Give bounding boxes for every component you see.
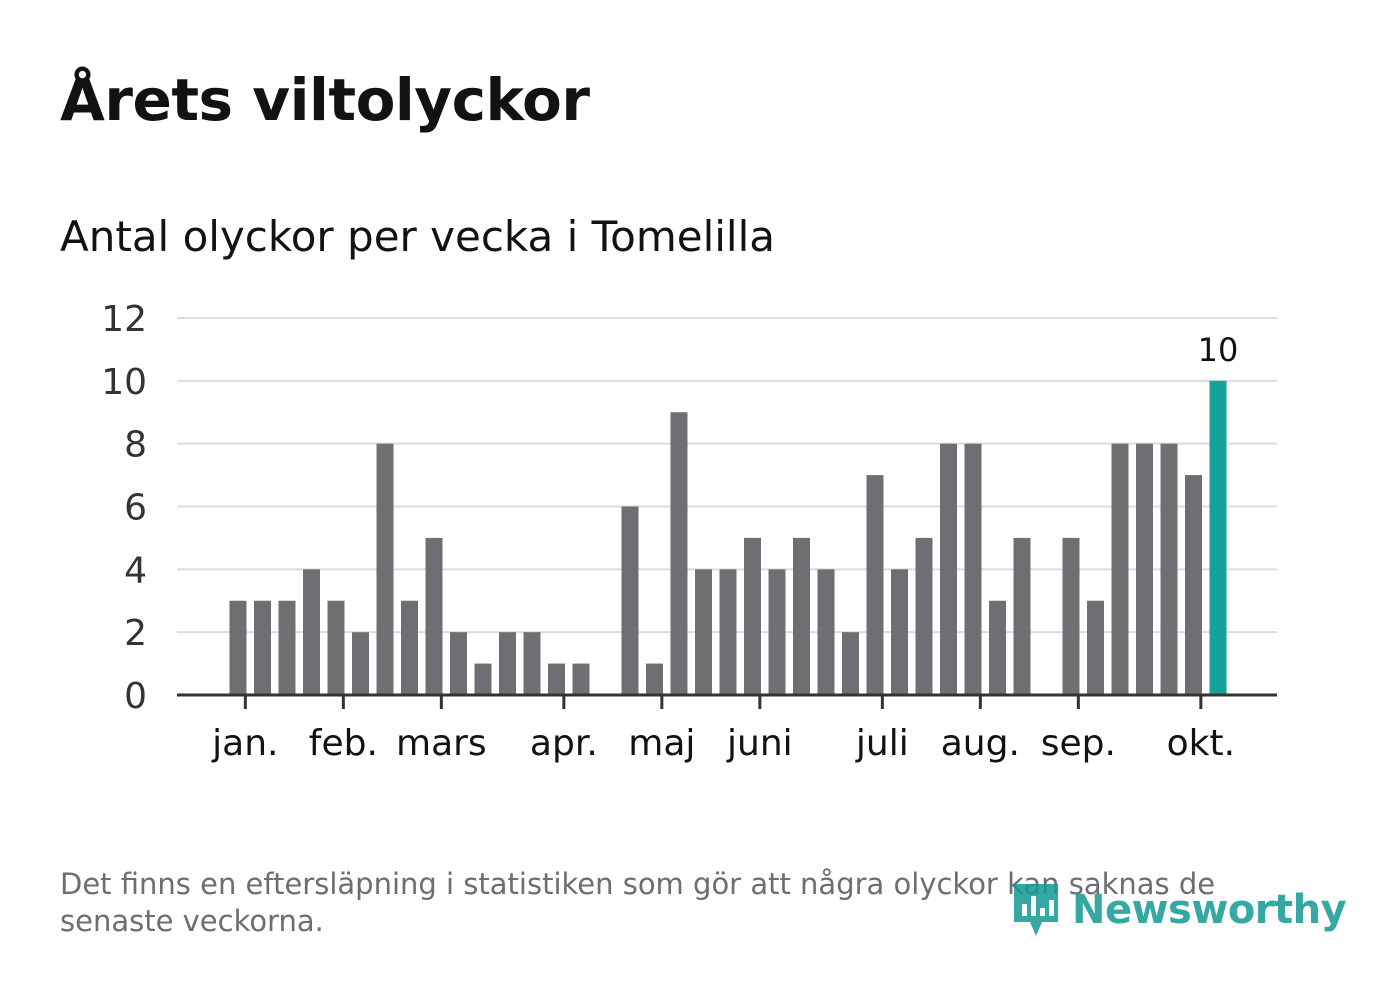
y-tick-label: 10 <box>101 362 147 403</box>
x-axis <box>177 693 1277 709</box>
bar <box>646 663 663 695</box>
x-tick-label: aug. <box>941 723 1020 764</box>
bar <box>1136 443 1153 695</box>
y-tick-label: 12 <box>101 299 147 340</box>
bar <box>303 569 320 695</box>
bar <box>1160 443 1178 695</box>
bar <box>401 600 418 695</box>
x-tick-label: sep. <box>1041 723 1116 764</box>
x-tick-label: juni <box>726 723 793 764</box>
bar <box>376 443 394 695</box>
x-tick-label: maj <box>628 723 695 764</box>
bar <box>744 537 761 695</box>
labels: 0 2 4 6 8 10 12 10 jan. feb. mars apr. maj juni juli au… <box>101 299 1238 764</box>
bar <box>254 600 271 695</box>
newsworthy-logo[interactable]: Newsworthy <box>1010 880 1347 940</box>
bar <box>352 632 369 695</box>
highlight-value-label: 10 <box>1198 331 1239 369</box>
chart-title: Årets viltolyckor <box>60 66 590 134</box>
bar <box>523 632 541 695</box>
y-tick-label: 0 <box>124 676 147 717</box>
y-tick-label: 8 <box>124 425 147 466</box>
bar <box>1185 475 1202 695</box>
bar <box>621 506 639 695</box>
bar <box>670 412 688 695</box>
bar <box>719 569 737 695</box>
x-tick-label: mars <box>396 723 487 764</box>
bar <box>866 475 884 695</box>
bar <box>327 600 345 695</box>
newsworthy-logo-icon <box>1014 884 1058 936</box>
bar <box>695 569 712 695</box>
x-tick-label: okt. <box>1167 723 1235 764</box>
bar <box>964 443 982 695</box>
bar <box>768 569 786 695</box>
bar <box>425 537 443 695</box>
bar <box>229 600 247 695</box>
y-tick-label: 6 <box>124 488 147 529</box>
bar <box>940 443 957 695</box>
chart-subtitle: Antal olyckor per vecka i Tomelilla <box>60 212 776 261</box>
bar-highlight <box>1209 380 1227 695</box>
bar <box>278 600 296 695</box>
bar <box>572 663 590 695</box>
bars <box>229 380 1227 695</box>
x-tick-label: feb. <box>309 723 378 764</box>
bar <box>1013 537 1031 695</box>
bar <box>793 537 810 695</box>
y-tick-label: 2 <box>124 613 147 654</box>
bar <box>474 663 492 695</box>
brand-name: Newsworthy <box>1072 887 1347 933</box>
y-tick-label: 4 <box>124 550 147 591</box>
x-tick-label: juli <box>855 723 909 764</box>
bar <box>1062 537 1080 695</box>
bar <box>450 632 467 695</box>
x-tick-label: apr. <box>530 723 598 764</box>
bar <box>891 569 908 695</box>
bar <box>1087 600 1104 695</box>
bar <box>499 632 516 695</box>
bar <box>989 600 1006 695</box>
bar <box>915 537 933 695</box>
bar <box>548 663 565 695</box>
bar <box>842 632 859 695</box>
x-tick-label: jan. <box>211 723 278 764</box>
bar <box>1111 443 1129 695</box>
bar <box>817 569 835 695</box>
